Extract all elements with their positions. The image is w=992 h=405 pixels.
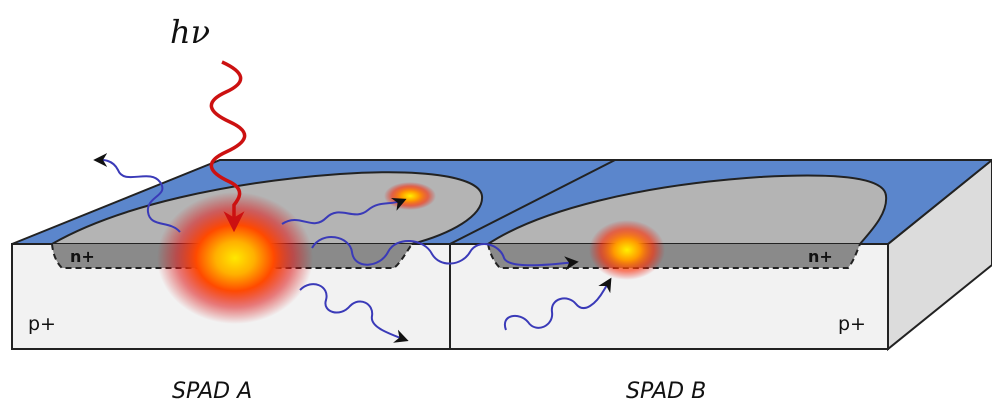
spad-a-caption: SPAD A — [172, 379, 252, 404]
spad-b-active-area — [484, 174, 888, 245]
secondary-photon-to-surface-icon — [281, 197, 407, 225]
incident-photon-wavy-arrow-red-icon — [209, 60, 247, 233]
spad-b-junction-line — [487, 243, 861, 269]
spad-a-substrate-label: p+ — [28, 313, 56, 335]
pixel-separator-top — [449, 159, 616, 245]
secondary-photon-up-to-b-icon — [503, 277, 612, 331]
spad-b-caption: SPAD B — [626, 379, 706, 404]
secondary-photon-escape-up-left-icon — [93, 152, 181, 233]
secondary-glow-a-surface — [384, 182, 436, 210]
spad-a-doping-label: n+ — [70, 247, 95, 266]
secondary-photon-lateral-to-b-icon — [311, 235, 579, 271]
spad-b-doping-label: n+ — [808, 247, 833, 266]
spad-b-substrate-label: p+ — [838, 313, 866, 335]
photon-energy-label: hν — [170, 13, 210, 51]
avalanche-glow-b — [589, 220, 665, 280]
spad-b-nplus-region — [488, 244, 860, 268]
avalanche-glow-a — [157, 192, 313, 324]
secondary-photon-downward-icon — [299, 283, 409, 343]
